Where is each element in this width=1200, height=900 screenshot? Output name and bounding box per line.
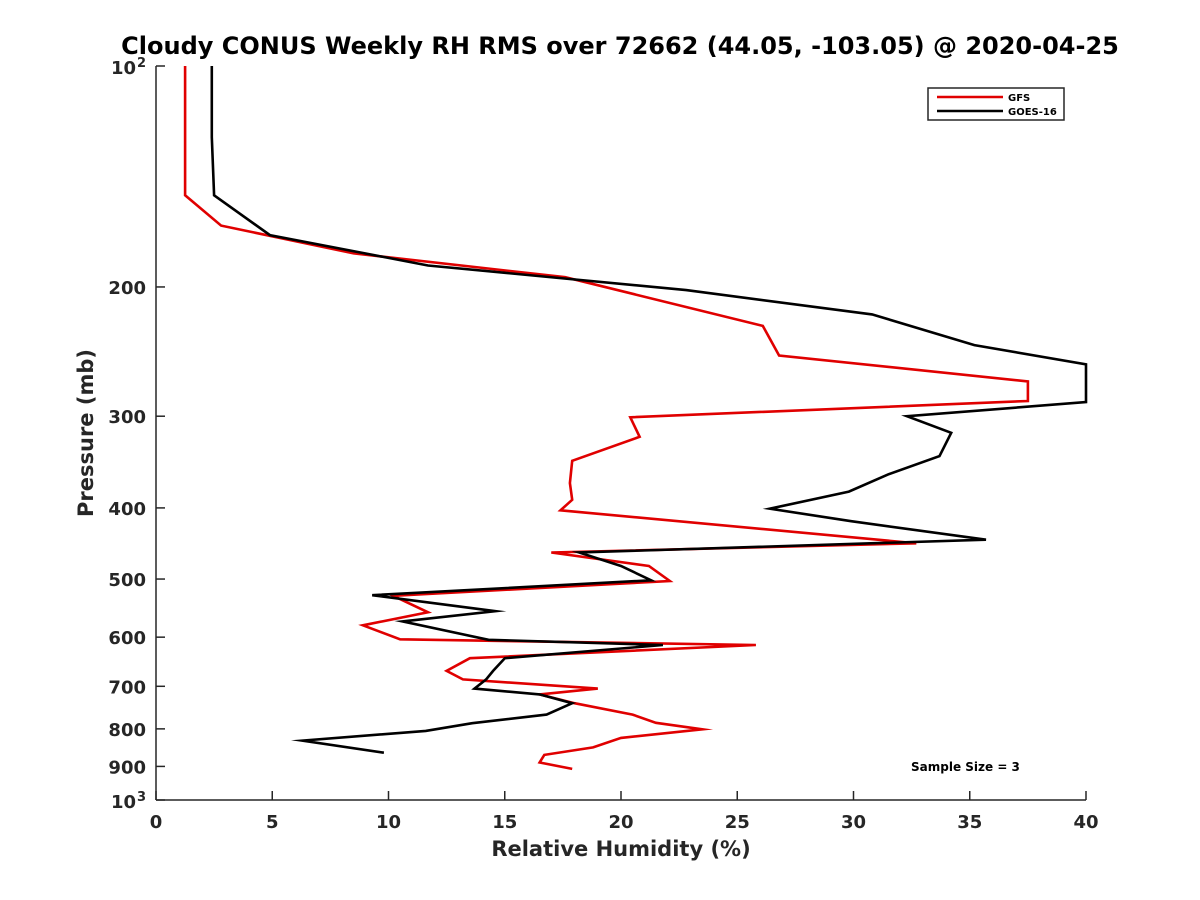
y-tick-label: 500 [108, 570, 146, 591]
sample-size-annotation: Sample Size = 3 [911, 760, 1020, 774]
series-line-gfs [183, 66, 1030, 771]
y-axis-label: Pressure (mb) [74, 349, 98, 517]
legend-box [927, 87, 1065, 121]
x-tick-label: 20 [608, 812, 633, 833]
y-tick-label: 600 [108, 628, 146, 649]
x-tick-label: 25 [725, 812, 750, 833]
x-tick-label: 40 [1073, 812, 1098, 833]
x-tick-label: 10 [376, 812, 401, 833]
y-tick-label: 10 [111, 792, 136, 813]
y-tick-label: 10 [111, 58, 136, 79]
y-tick-label: 700 [108, 677, 146, 698]
y-tick-label: 200 [108, 278, 146, 299]
x-tick-label: 35 [957, 812, 982, 833]
legend-label-goes16: GOES-16 [1008, 107, 1057, 118]
y-tick-label-exponent: 2 [137, 56, 146, 71]
x-tick-label: 30 [841, 812, 866, 833]
y-tick-label: 800 [108, 720, 146, 741]
legend-label-gfs: GFS [1008, 93, 1030, 104]
y-tick-label: 300 [108, 407, 146, 428]
series-group [183, 66, 1088, 771]
legend: GFS GOES-16 [927, 87, 1065, 121]
chart-title: Cloudy CONUS Weekly RH RMS over 72662 (4… [121, 32, 1119, 60]
y-tick-label: 400 [108, 499, 146, 520]
series-line-goes16 [210, 66, 1088, 754]
y-tick-label-exponent: 3 [137, 790, 146, 805]
x-tick-label: 0 [150, 812, 163, 833]
x-tick-label: 15 [492, 812, 517, 833]
x-tick-label: 5 [266, 812, 279, 833]
y-tick-label: 900 [108, 757, 146, 778]
x-axis-label: Relative Humidity (%) [491, 837, 750, 861]
